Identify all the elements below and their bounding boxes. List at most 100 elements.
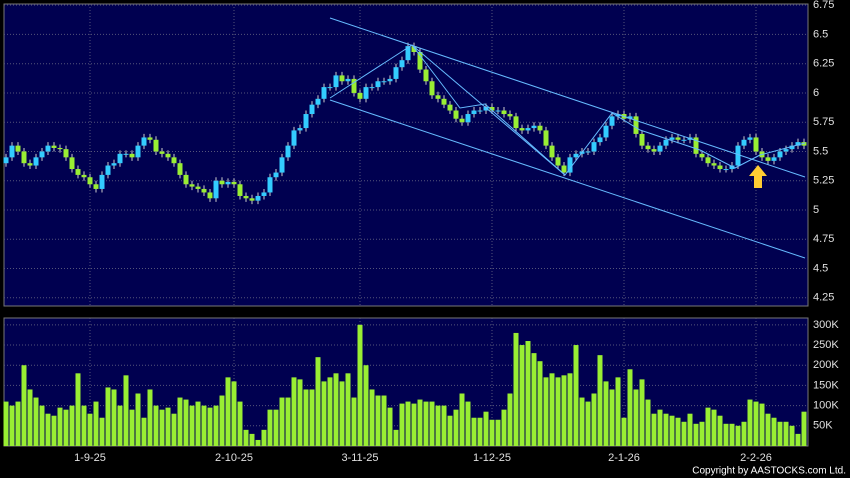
volume-bar: [639, 379, 645, 446]
candle-body: [561, 165, 567, 173]
candle-body: [291, 130, 297, 146]
volume-bar: [705, 407, 711, 446]
volume-bar: [777, 421, 783, 446]
candle-body: [363, 87, 369, 99]
candle-body: [393, 67, 399, 79]
volume-bar: [237, 401, 243, 446]
volume-bar: [573, 345, 579, 446]
volume-bar: [531, 353, 537, 446]
candle-body: [105, 165, 111, 175]
x-tick-label: 2-2-26: [740, 452, 772, 464]
volume-bar: [519, 345, 525, 446]
candle-body: [339, 75, 345, 82]
candle-body: [45, 145, 51, 152]
volume-bar: [333, 373, 339, 446]
volume-bar: [177, 397, 183, 446]
volume-bar: [195, 401, 201, 446]
volume-bar: [717, 415, 723, 446]
volume-bar: [561, 375, 567, 446]
candle-body: [183, 174, 189, 185]
candle-body: [633, 116, 639, 134]
candle-body: [651, 149, 657, 152]
volume-bar: [315, 357, 321, 446]
candle-body: [603, 125, 609, 138]
candle-body: [609, 116, 615, 126]
candle-body: [699, 153, 705, 158]
volume-bar: [693, 423, 699, 446]
trend-line: [329, 44, 761, 176]
volume-bar: [213, 405, 219, 446]
y-tick-label: 6.75: [813, 0, 834, 11]
volume-bar: [297, 379, 303, 446]
volume-bar: [171, 413, 177, 446]
volume-bar: [537, 361, 543, 446]
volume-bar: [165, 407, 171, 446]
volume-bar: [141, 417, 147, 446]
y-tick-label: 4.25: [813, 292, 834, 304]
candle-body: [735, 145, 741, 166]
volume-bar: [183, 399, 189, 446]
candle-body: [243, 195, 249, 199]
candle-body: [279, 157, 285, 173]
volume-bar: [585, 401, 591, 446]
volume-bar: [219, 395, 225, 446]
candle-body: [3, 157, 9, 164]
candle-body: [69, 157, 75, 170]
volume-bar: [93, 401, 99, 446]
x-tick-label: 1-12-25: [473, 452, 511, 464]
candle-body: [681, 139, 687, 141]
volume-bar: [477, 417, 483, 446]
trend-line: [759, 142, 806, 156]
volume-bar: [411, 403, 417, 446]
candle-body: [75, 169, 81, 175]
candle-body: [129, 153, 135, 158]
volume-bar: [201, 405, 207, 446]
volume-bar: [627, 369, 633, 446]
volume-bar: [69, 405, 75, 446]
candle-body: [123, 153, 129, 155]
candle-body: [153, 139, 159, 152]
volume-bar: [513, 332, 519, 446]
volume-bar: [135, 393, 141, 446]
volume-bar: [285, 397, 291, 446]
candle-body: [273, 172, 279, 178]
candle-body: [525, 128, 531, 131]
volume-bar: [117, 405, 123, 446]
volume-bar: [429, 401, 435, 446]
volume-bar: [291, 377, 297, 446]
volume-bar: [321, 381, 327, 446]
volume-bar: [687, 413, 693, 446]
candle-body: [81, 174, 87, 178]
candle-body: [207, 192, 213, 199]
candle-body: [399, 60, 405, 68]
y-tick-label: 200K: [813, 359, 839, 371]
volume-bar: [597, 355, 603, 446]
volume-bar: [255, 439, 261, 446]
volume-bar: [351, 397, 357, 446]
volume-bar: [111, 389, 117, 446]
candle-body: [711, 163, 717, 166]
candle-body: [165, 153, 171, 158]
volume-bar: [27, 389, 33, 446]
volume-bar: [567, 373, 573, 446]
candle-body: [507, 114, 513, 117]
volume-bar: [651, 413, 657, 446]
volume-bar: [87, 413, 93, 446]
volume-bar: [663, 413, 669, 446]
candle-body: [693, 137, 699, 154]
candle-body: [627, 116, 633, 119]
candle-body: [177, 163, 183, 175]
volume-bar: [267, 409, 273, 446]
candle-body: [801, 142, 807, 146]
candle-body: [471, 110, 477, 115]
volume-bar: [3, 401, 9, 446]
volume-bar: [399, 403, 405, 446]
y-tick-label: 50K: [813, 420, 833, 432]
candle-body: [135, 145, 141, 158]
candle-body: [417, 51, 423, 70]
candle-body: [369, 87, 375, 89]
volume-bar: [615, 377, 621, 446]
marks: 6.75 6.5 6.25 6 5.75 5.5 5.25 5 4.75 4.5 4.25 300K 2…: [3, 0, 839, 464]
volume-bar: [123, 375, 129, 446]
